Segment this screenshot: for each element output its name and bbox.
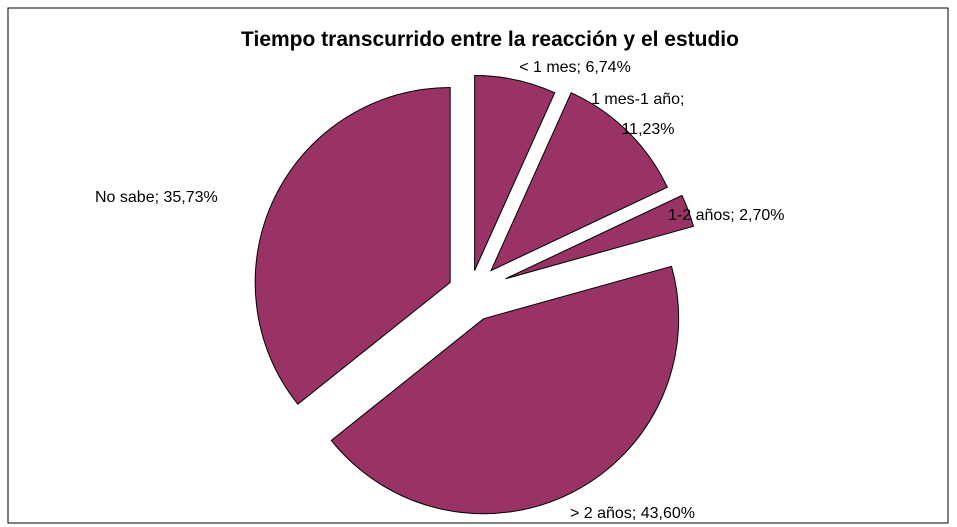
pie-slice xyxy=(505,194,695,280)
label-separator: ; xyxy=(730,207,739,224)
data-label: < 1 mes; 6,74% xyxy=(519,59,631,76)
pie-slice xyxy=(330,265,680,515)
label-category: 1-2 años xyxy=(668,207,730,224)
label-value: 2,70% xyxy=(739,207,784,224)
label-value: 6,74% xyxy=(585,59,630,76)
label-category: No sabe xyxy=(95,189,155,206)
label-category: > 2 años xyxy=(570,505,632,522)
pie-slice xyxy=(474,74,556,271)
label-category: 1 mes-1 año xyxy=(591,91,680,108)
label-value: 35,73% xyxy=(163,189,217,206)
label-separator: ; xyxy=(577,59,586,76)
label-value: 43,60% xyxy=(641,505,695,522)
data-label: > 2 años; 43,60% xyxy=(570,505,695,522)
label-separator: ; xyxy=(680,91,689,108)
chart-title: Tiempo transcurrido entre la reacción y … xyxy=(241,28,739,51)
label-separator: ; xyxy=(632,505,641,522)
label-category: < 1 mes xyxy=(519,59,576,76)
data-label: 1-2 años; 2,70% xyxy=(668,207,785,224)
label-separator: ; xyxy=(155,189,164,206)
pie-slice xyxy=(254,86,451,405)
data-label: 1 mes-1 año; 11,23% xyxy=(591,91,689,138)
label-value: 11,23% xyxy=(621,121,674,138)
data-label: No sabe; 35,73% xyxy=(95,189,218,206)
pie-slice xyxy=(490,92,668,272)
